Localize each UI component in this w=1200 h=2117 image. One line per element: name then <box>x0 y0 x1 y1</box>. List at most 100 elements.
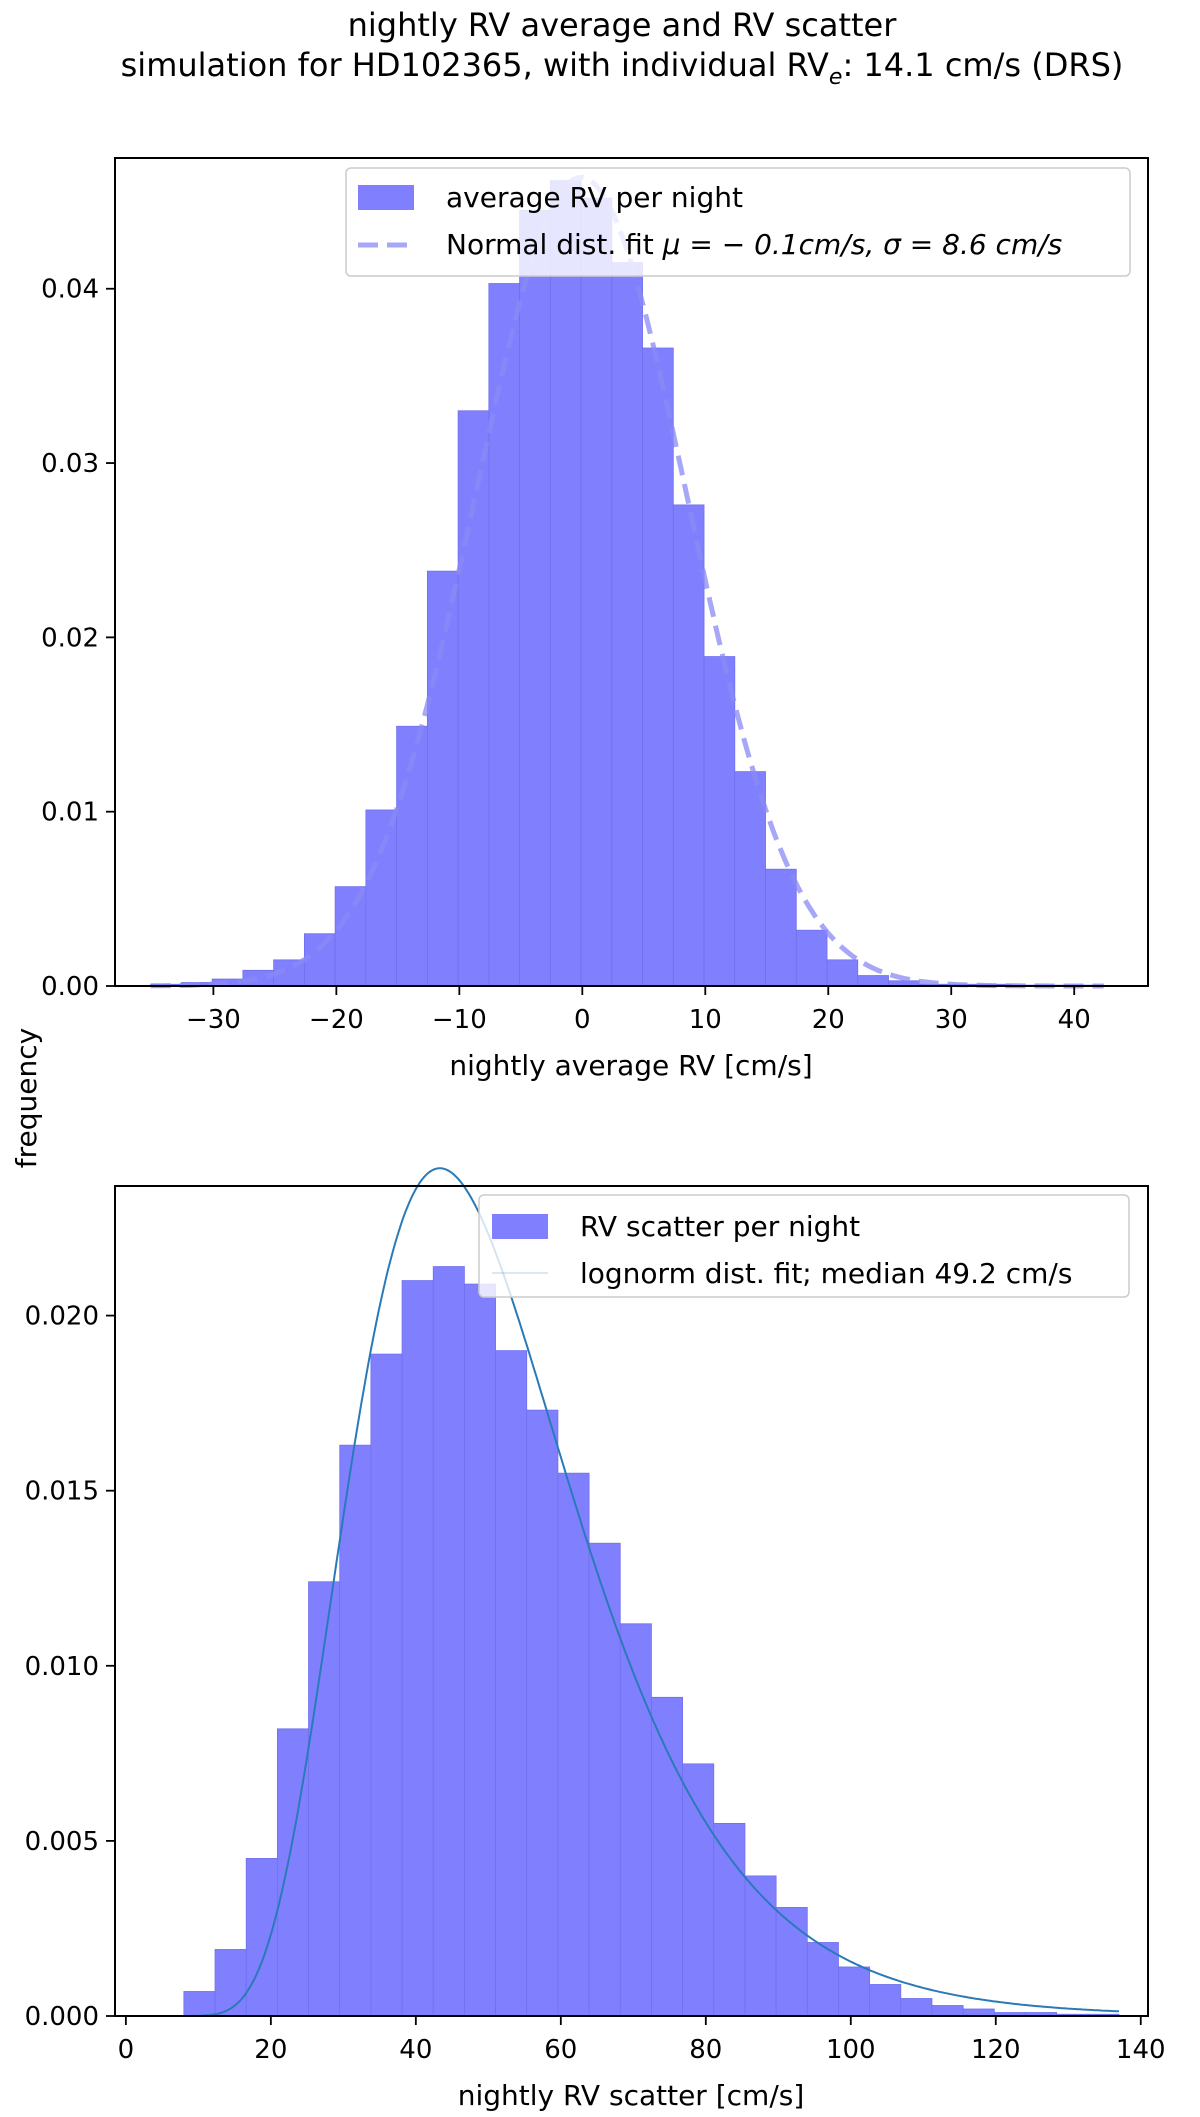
top-bar <box>519 209 551 987</box>
bottom-bar <box>713 1822 746 2017</box>
bottom-bar <box>370 1353 403 2017</box>
bottom-bar <box>432 1266 465 2017</box>
bottom-xtick-label: 40 <box>399 2035 432 2065</box>
top-xtick-label: 30 <box>935 1005 968 1035</box>
top-bar <box>642 347 674 987</box>
figure-title-line2: simulation for HD102365, with individual… <box>121 46 1124 90</box>
bottom-bar <box>900 1998 933 2017</box>
top-normal-fit-curve <box>150 175 1104 989</box>
top-bar <box>334 886 367 987</box>
bottom-legend-box <box>478 1194 1130 1298</box>
bottom-bar <box>744 1875 777 2017</box>
top-x-ticks: −30 −20 −10 0 10 20 30 40 <box>186 986 1091 1035</box>
top-bar <box>703 656 736 987</box>
bottom-xtick-label: 100 <box>826 2035 876 2065</box>
bottom-xtick-label: 80 <box>689 2035 722 2065</box>
top-bar <box>365 809 398 987</box>
top-xtick-label: 40 <box>1058 1005 1091 1035</box>
top-y-ticks: 0.00 0.01 0.02 0.03 0.04 <box>41 275 115 1002</box>
bottom-ytick-label: 0.020 <box>25 1302 99 1332</box>
title-line2-prefix: simulation for HD102365, with individual… <box>121 46 829 84</box>
top-legend-label-2-math: μ = − 0.1cm/s, σ = 8.6 cm/s <box>662 228 1063 261</box>
title-line2-subscript: e <box>829 65 843 90</box>
top-xtick-label: 20 <box>812 1005 845 1035</box>
top-ytick-label: 0.02 <box>41 623 99 653</box>
top-bar <box>765 868 797 987</box>
top-xtick-label: −10 <box>432 1005 487 1035</box>
top-ytick-label: 0.04 <box>41 275 99 305</box>
top-bar <box>549 180 582 987</box>
bottom-bar <box>962 2008 995 2017</box>
bottom-x-ticks: 0 20 40 60 80 100 120 140 <box>118 2016 1166 2065</box>
top-legend-patch <box>358 185 414 210</box>
bottom-bar <box>464 1283 496 2017</box>
bottom-axes-frame <box>114 1185 1149 2017</box>
bottom-legend: RV scatter per night lognorm dist. fit; … <box>478 1194 1130 1298</box>
top-legend-label-1: average RV per night <box>446 181 743 214</box>
top-bar <box>611 262 643 987</box>
bottom-lognorm-fit-curve <box>147 1167 1120 2017</box>
bottom-bar <box>214 1949 247 2017</box>
bottom-bar <box>245 1858 278 2017</box>
top-xtick-label: 10 <box>689 1005 722 1035</box>
bottom-bar <box>557 1472 590 2017</box>
top-legend-label-2-prefix: Normal dist. fit <box>446 228 663 261</box>
top-bars-group <box>150 180 1105 987</box>
top-bar <box>857 975 889 987</box>
top-bar <box>795 929 828 987</box>
bottom-bar <box>931 2005 964 2017</box>
top-xtick-label: −20 <box>309 1005 364 1035</box>
bottom-bar <box>339 1444 372 2017</box>
top-bar <box>488 283 520 987</box>
top-histogram-axes: −30 −20 −10 0 10 20 30 40 0.000.010.020.030.04 … <box>41 157 1149 1082</box>
top-legend: average RV per night Normal dist. fit μ … <box>345 167 1131 277</box>
top-bar <box>580 197 613 987</box>
bottom-y-ticks: 0.000 0.005 0.010 0.015 0.020 <box>25 1302 115 2032</box>
top-ytick-label: 0.00 <box>41 972 99 1002</box>
bottom-bar <box>651 1696 684 2017</box>
bottom-xtick-label: 140 <box>1116 2035 1166 2065</box>
bottom-xtick-label: 20 <box>254 2035 287 2065</box>
bottom-ytick-label: 0.005 <box>25 1827 99 1857</box>
bottom-xtick-label: 120 <box>971 2035 1021 2065</box>
top-bar <box>826 959 859 987</box>
top-legend-box <box>345 167 1131 277</box>
top-bar <box>426 570 459 987</box>
shared-ylabel: frequency <box>10 1028 43 1168</box>
top-axes-frame <box>114 157 1149 987</box>
top-ytick-label: 0.03 <box>41 449 99 479</box>
bottom-bar <box>588 1542 621 2017</box>
bottom-legend-label-2: lognorm dist. fit; median 49.2 cm/s <box>580 1257 1072 1290</box>
bottom-ytick-label: 0.000 <box>25 2002 99 2032</box>
bottom-bar <box>183 1991 216 2017</box>
bottom-bar <box>619 1623 652 2017</box>
bottom-ytick-label: 0.015 <box>25 1477 99 1507</box>
top-bar <box>303 933 336 987</box>
bottom-ytick-label: 0.010 <box>25 1652 99 1682</box>
top-ytick-label: 0.01 <box>41 798 99 828</box>
bottom-xtick-label: 0 <box>118 2035 135 2065</box>
top-bar <box>396 725 428 987</box>
top-bar <box>734 771 766 987</box>
figure-title-line1: nightly RV average and RV scatter <box>348 6 898 44</box>
top-legend-label-2: Normal dist. fit μ = − 0.1cm/s, σ = 8.6 … <box>446 228 1062 261</box>
bottom-bar <box>838 1966 871 2017</box>
bottom-bar <box>526 1409 559 2017</box>
bottom-xlabel: nightly RV scatter [cm/s] <box>458 2079 805 2112</box>
top-xlabel: nightly average RV [cm/s] <box>449 1049 812 1082</box>
bottom-histogram-axes: 0 20 40 60 80 100 120 140 0.0000.0050.0100.0150… <box>25 1167 1166 2112</box>
bottom-legend-patch <box>492 1214 548 1239</box>
bottom-bar <box>869 1984 902 2017</box>
bottom-legend-label-1: RV scatter per night <box>580 1210 860 1243</box>
bottom-bar <box>682 1763 715 2017</box>
top-bar <box>672 504 705 987</box>
title-line2-suffix: : 14.1 cm/s (DRS) <box>842 46 1123 84</box>
bottom-xtick-label: 60 <box>544 2035 577 2065</box>
top-bar <box>457 410 490 987</box>
bottom-bar <box>401 1280 434 2017</box>
top-xtick-label: −30 <box>186 1005 241 1035</box>
bottom-bar <box>495 1350 528 2017</box>
top-xtick-label: 0 <box>574 1005 591 1035</box>
bottom-bars-group <box>183 1266 1120 2017</box>
